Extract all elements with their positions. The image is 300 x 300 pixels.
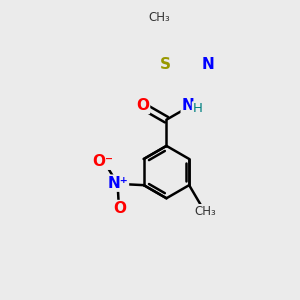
- Text: O: O: [136, 98, 149, 113]
- Text: H: H: [193, 102, 203, 115]
- Text: N: N: [202, 57, 214, 72]
- Text: O⁻: O⁻: [92, 154, 113, 169]
- Text: CH₃: CH₃: [194, 205, 216, 218]
- Text: O: O: [113, 201, 127, 216]
- Text: N⁺: N⁺: [107, 176, 128, 191]
- Text: S: S: [160, 58, 171, 73]
- Text: CH₃: CH₃: [148, 11, 170, 25]
- Text: N: N: [182, 98, 194, 113]
